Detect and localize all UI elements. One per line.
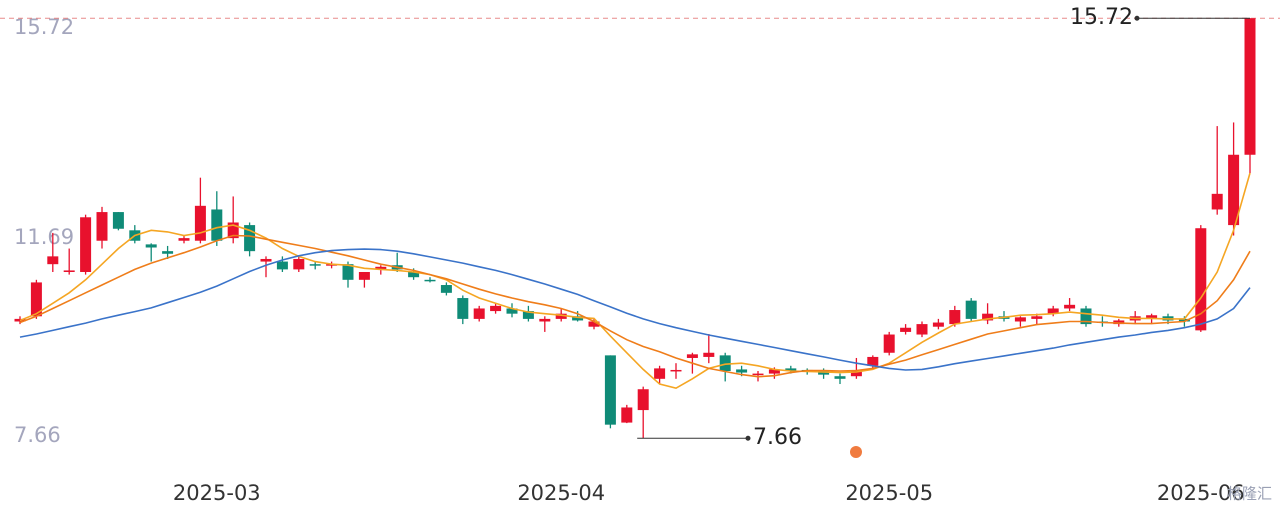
candle-body	[178, 238, 190, 241]
candle-body	[719, 355, 731, 371]
watermark: 格隆汇	[1227, 485, 1272, 503]
candle-body	[522, 311, 534, 319]
candle-body	[637, 389, 649, 411]
candle-body	[63, 270, 75, 272]
max-dot	[1134, 15, 1140, 21]
candle-body	[244, 225, 256, 252]
candle-body	[654, 368, 666, 379]
candle-body	[1113, 320, 1125, 325]
candle-body	[1195, 228, 1207, 331]
candle-body	[47, 256, 59, 265]
candle-body	[916, 324, 928, 335]
candle-body	[900, 327, 912, 332]
candle-body	[686, 354, 698, 358]
candle-body	[932, 322, 944, 327]
candle-body	[194, 205, 206, 241]
candle-body	[342, 264, 354, 280]
candle-body	[260, 258, 272, 262]
candle-body	[408, 271, 420, 278]
candle-body	[211, 209, 223, 241]
candle-body	[145, 244, 157, 248]
moving-average-line	[19, 172, 1251, 390]
candle-body	[1031, 316, 1043, 319]
candle-body	[604, 355, 616, 425]
candle-body	[588, 321, 600, 327]
candle-body	[1047, 308, 1059, 314]
candle-body	[965, 300, 977, 319]
candle-body	[555, 313, 567, 319]
max-label: 15.72	[1070, 5, 1133, 30]
candle-body	[457, 298, 469, 319]
candle-body	[1178, 318, 1190, 322]
candle-body	[736, 369, 748, 373]
candle-body	[473, 308, 485, 319]
candle-body	[867, 356, 879, 366]
candle-body	[539, 318, 551, 322]
candle-body	[1211, 193, 1223, 210]
candle-body	[30, 282, 42, 317]
candle-body	[768, 369, 780, 374]
candle-body	[80, 217, 92, 272]
candle-body	[1014, 317, 1026, 322]
candle-body	[703, 352, 715, 357]
candle-body	[162, 251, 174, 254]
candle-body	[834, 376, 846, 379]
candle-body	[818, 370, 830, 375]
candle-body	[1146, 315, 1158, 319]
candle-body	[785, 368, 797, 371]
y-tick-label: 11.69	[14, 225, 74, 249]
candle-body	[1080, 308, 1092, 325]
candle-body	[276, 261, 288, 270]
candle-body	[1244, 18, 1256, 155]
candle-body	[293, 258, 305, 270]
candle-body	[949, 310, 961, 325]
candle-body	[572, 316, 584, 321]
candle-body	[490, 305, 502, 312]
candle-body	[850, 370, 862, 377]
candle-body	[227, 222, 239, 239]
moving-average-line	[19, 248, 1251, 371]
candle-body	[375, 266, 387, 270]
candle-body	[1228, 154, 1240, 226]
candle-body	[440, 285, 452, 293]
candle-body	[506, 308, 518, 314]
candle-body	[96, 212, 108, 241]
candle-body	[309, 264, 321, 266]
candle-body	[621, 407, 633, 423]
candle-body	[883, 334, 895, 353]
candle-body	[424, 279, 436, 282]
y-tick-label: 7.66	[14, 423, 61, 447]
candle-body	[358, 271, 370, 280]
candle-body	[112, 212, 124, 229]
candle-body	[982, 313, 994, 321]
moving-average-line	[19, 234, 1251, 378]
x-tick-label: 2025-04	[517, 481, 605, 505]
x-tick-label: 2025-05	[845, 481, 933, 505]
candle-body	[1064, 304, 1076, 309]
min-label: 7.66	[753, 425, 802, 450]
min-dot	[745, 435, 751, 441]
event-dot	[850, 446, 862, 458]
candle-body	[670, 369, 682, 372]
y-tick-label: 15.72	[14, 15, 74, 39]
x-tick-label: 2025-06	[1157, 481, 1245, 505]
candle-body	[752, 373, 764, 376]
x-tick-label: 2025-03	[173, 481, 261, 505]
